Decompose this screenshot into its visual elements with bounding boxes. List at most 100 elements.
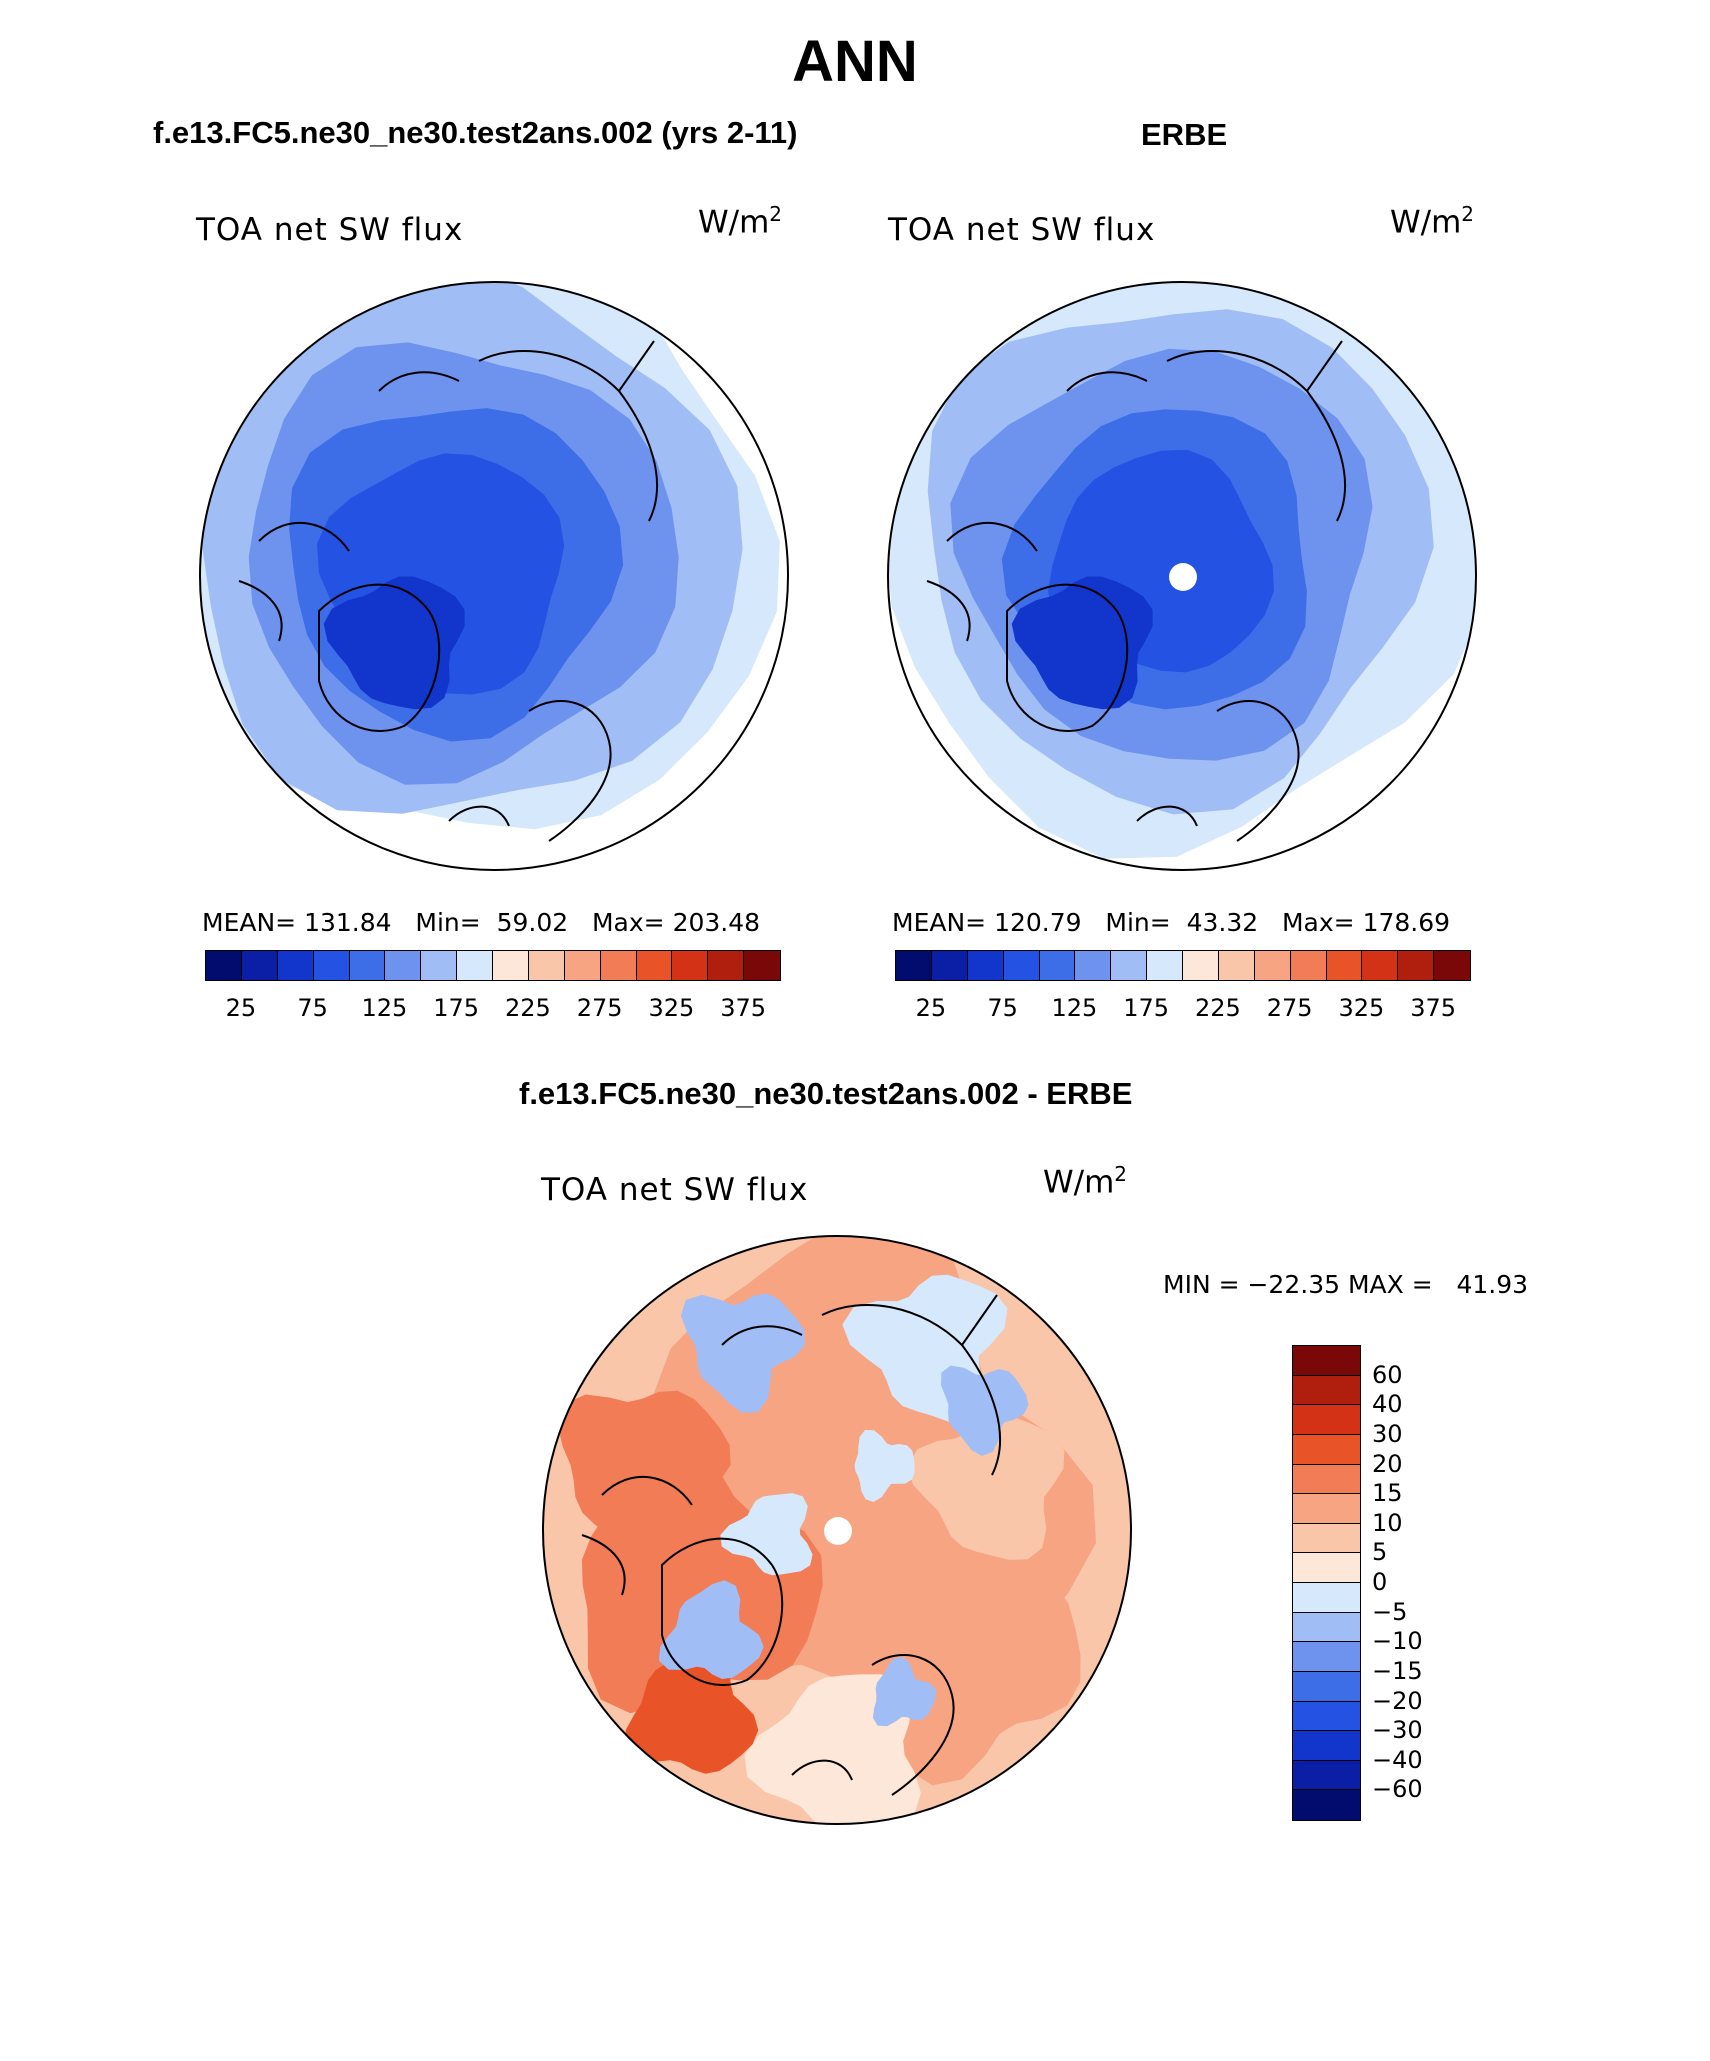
colorbar-box xyxy=(385,951,422,980)
colorbar-tick-label: 125 xyxy=(1051,994,1098,1022)
negative-band xyxy=(720,1493,813,1576)
alaska-coast xyxy=(1066,371,1148,392)
panel1-variable-label: TOA net SW flux xyxy=(196,212,464,248)
colorbar-box xyxy=(421,951,458,980)
colorbar-box xyxy=(672,951,709,980)
negative-band xyxy=(680,1293,805,1413)
colorbar-box xyxy=(967,951,1004,980)
colorbar-tick-label: −40 xyxy=(1372,1745,1423,1774)
colorbar-tick-label: 325 xyxy=(1338,994,1385,1022)
negative-band xyxy=(854,1429,915,1502)
panel1-colorbar xyxy=(205,950,781,981)
panel3-stats: MIN = −22.35 MAX = 41.93 xyxy=(1163,1270,1529,1299)
greenland-outline xyxy=(661,1537,784,1686)
colorbar-box xyxy=(1254,951,1291,980)
alaska-coast xyxy=(378,371,460,392)
greenland-band xyxy=(323,576,465,710)
colorbar-tick-label: 375 xyxy=(720,994,767,1022)
coastlines xyxy=(926,340,1346,842)
colorbar-tick-label: 15 xyxy=(1372,1479,1403,1508)
colorbar-tick-label: 10 xyxy=(1372,1508,1403,1537)
siberia-coast xyxy=(478,340,658,522)
colorbar-box xyxy=(528,951,565,980)
siberia-coast xyxy=(1166,340,1346,522)
colorbar-box xyxy=(1293,1760,1360,1791)
panel2-polar-map xyxy=(887,281,1477,871)
colorbar-box xyxy=(1293,1642,1360,1672)
colorbar-box xyxy=(1293,1346,1360,1376)
colorbar-box xyxy=(1293,1671,1360,1702)
contour-band xyxy=(860,1535,1081,1786)
colorbar-tick-label: 275 xyxy=(1266,994,1313,1022)
colorbar-box xyxy=(1293,1464,1360,1495)
colorbar-box xyxy=(457,951,493,980)
colorbar-tick-label: 175 xyxy=(1123,994,1170,1022)
colorbar-box xyxy=(1183,951,1219,980)
siberia-coast xyxy=(821,1294,1001,1476)
colorbar-box xyxy=(708,951,745,980)
colorbar-tick-label: 25 xyxy=(915,994,947,1022)
colorbar-tick-label: −10 xyxy=(1372,1627,1423,1656)
colorbar-tick-label: 275 xyxy=(576,994,623,1022)
colorbar-box xyxy=(600,951,637,980)
colorbar-box xyxy=(564,951,601,980)
colorbar-tick-label: 5 xyxy=(1372,1538,1388,1567)
panel3-colorbar xyxy=(1292,1345,1361,1821)
colorbar-box xyxy=(1326,951,1363,980)
map-boundary xyxy=(542,1235,1132,1825)
colorbar-box xyxy=(313,951,350,980)
colorbar-box xyxy=(1003,951,1040,980)
negative-band xyxy=(658,1580,764,1679)
colorbar-box xyxy=(1293,1375,1360,1406)
field-shading xyxy=(200,282,780,830)
colorbar-tick-label: −15 xyxy=(1372,1656,1423,1685)
colorbar-tick-label: −30 xyxy=(1372,1716,1423,1745)
colorbar-box xyxy=(349,951,386,980)
colorbar-tick-label: 25 xyxy=(225,994,257,1022)
colorbar-tick-label: 225 xyxy=(504,994,551,1022)
contour-band xyxy=(557,1390,731,1559)
colorbar-box xyxy=(1434,951,1470,980)
greenland-outline xyxy=(318,583,441,732)
panel2-variable-label: TOA net SW flux xyxy=(888,212,1156,248)
panel2-units: W/m2 xyxy=(1390,202,1475,241)
coastlines xyxy=(238,340,658,842)
colorbar-tick-label: −20 xyxy=(1372,1686,1423,1715)
negative-band xyxy=(941,1365,1029,1456)
colorbar-tick-label: 75 xyxy=(987,994,1018,1022)
colorbar-box xyxy=(1293,1790,1360,1820)
pole-hole xyxy=(1169,563,1197,591)
negative-band xyxy=(873,1656,937,1727)
colorbar-tick-label: 75 xyxy=(297,994,328,1022)
colorbar-tick-label: 30 xyxy=(1372,1419,1403,1448)
map-boundary xyxy=(887,281,1477,871)
colorbar-tick-label: 325 xyxy=(648,994,695,1022)
colorbar-tick-label: 60 xyxy=(1372,1360,1403,1389)
obs-title: ERBE xyxy=(1141,117,1228,152)
colorbar-box xyxy=(1293,1731,1360,1761)
colorbar-box xyxy=(1293,1701,1360,1732)
colorbar-tick-label: 175 xyxy=(433,994,480,1022)
colorbar-tick-label: 125 xyxy=(361,994,408,1022)
canada-coast xyxy=(581,1476,693,1596)
panel2-colorbar xyxy=(895,950,1471,981)
colorbar-box xyxy=(1039,951,1076,980)
colorbar-box xyxy=(1293,1583,1360,1613)
panel1-stats: MEAN= 131.84 Min= 59.02 Max= 203.48 xyxy=(202,908,761,937)
colorbar-box xyxy=(1075,951,1112,980)
europe-coast xyxy=(791,1654,955,1796)
colorbar-box xyxy=(1293,1405,1360,1435)
greenland-band xyxy=(1011,576,1153,710)
pole-hole xyxy=(824,1517,852,1545)
case-title: f.e13.FC5.ne30_ne30.test2ans.002 (yrs 2-… xyxy=(153,115,798,150)
colorbar-tick-label: 20 xyxy=(1372,1449,1403,1478)
colorbar-box xyxy=(744,951,780,980)
colorbar-tick-label: −60 xyxy=(1372,1775,1423,1804)
colorbar-tick-label: −5 xyxy=(1372,1597,1408,1626)
greenland-outline xyxy=(1006,583,1129,732)
colorbar-box xyxy=(241,951,278,980)
colorbar-box xyxy=(206,951,242,980)
canada-coast xyxy=(926,522,1038,642)
colorbar-box xyxy=(636,951,673,980)
panel3-polar-map xyxy=(542,1235,1132,1825)
